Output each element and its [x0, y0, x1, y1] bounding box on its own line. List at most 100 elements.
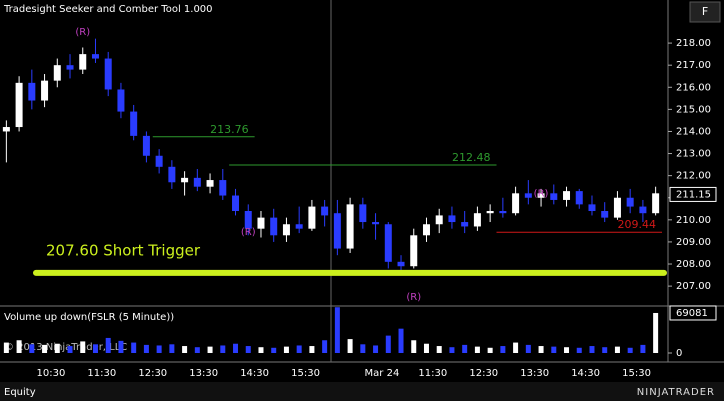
x-tick-label: 13:30	[520, 368, 549, 379]
candle-body	[142, 135, 150, 156]
volume-bar	[131, 342, 137, 353]
x-tick-label: Mar 24	[365, 368, 400, 379]
volume-bar	[602, 347, 608, 353]
candle-body	[66, 65, 74, 70]
x-tick-label: 15:30	[291, 368, 320, 379]
volume-bar	[54, 343, 60, 353]
x-tick-label: 14:30	[240, 368, 269, 379]
candle-body	[486, 210, 494, 214]
candle-body	[41, 80, 49, 101]
candle-body	[435, 215, 443, 225]
candle-body	[613, 197, 621, 218]
volume-bar	[207, 346, 213, 353]
volume-bar	[3, 342, 9, 353]
candle-body	[282, 224, 290, 236]
volume-bar	[500, 346, 506, 353]
y-tick-label: 216.00	[676, 82, 711, 93]
last-volume-label: 69081	[676, 308, 708, 319]
marker: (R)	[75, 27, 90, 38]
marker: (R)	[534, 188, 549, 199]
volume-bar	[398, 328, 404, 353]
last-price-label: 211.15	[676, 189, 711, 200]
last-volume-box	[669, 305, 717, 321]
volume-bar	[538, 346, 544, 353]
button[interactable]	[689, 1, 721, 23]
level-label: 212.48	[452, 151, 491, 164]
volume-bar	[411, 340, 417, 353]
candle-body	[550, 193, 558, 200]
candle-body	[155, 155, 163, 167]
candle-body	[588, 204, 596, 211]
candle-body	[130, 111, 138, 136]
candle-body	[384, 224, 392, 262]
candle-body	[524, 193, 532, 198]
candle-body	[359, 204, 367, 223]
x-tick-label: 15:30	[622, 368, 651, 379]
volume-bar	[614, 346, 620, 353]
candle-body	[15, 82, 23, 128]
x-tick-label: 12:30	[469, 368, 498, 379]
candle-body	[181, 177, 189, 183]
marker: (R)	[241, 227, 256, 238]
volume-bar	[169, 344, 175, 353]
candle-body	[257, 217, 265, 229]
candle-body	[652, 193, 660, 214]
volume-bar	[525, 344, 531, 353]
y-tick-label: 212.00	[676, 171, 711, 182]
volume-bar	[283, 346, 289, 353]
tab[interactable]: Equity	[4, 387, 36, 398]
candle-body	[104, 58, 112, 90]
volume-bar	[271, 347, 277, 353]
candle-body	[448, 215, 456, 223]
volume-bar	[296, 345, 302, 353]
candle-body	[639, 206, 647, 214]
candle-body	[499, 210, 507, 214]
candle-body	[232, 195, 240, 211]
volume-bar	[589, 346, 595, 353]
candle-body	[2, 127, 10, 132]
candle-body	[346, 204, 354, 249]
y-tick-label: 208.00	[676, 259, 711, 270]
volume-bar	[105, 337, 111, 353]
level-label: 213.76	[210, 123, 249, 136]
footer-bar	[0, 382, 724, 401]
candle-body	[206, 180, 214, 187]
x-tick-label: 13:30	[189, 368, 218, 379]
candle-body	[219, 180, 227, 196]
candle-body	[28, 82, 36, 101]
last-price-box	[669, 186, 717, 202]
candle-body	[333, 213, 341, 249]
volume-bar	[67, 346, 73, 353]
volume-bar	[653, 312, 659, 353]
volume-tick-label: 0	[676, 348, 682, 359]
volume-bar	[513, 342, 519, 353]
volume-bar	[360, 344, 366, 353]
volume-bar	[182, 346, 188, 353]
volume-bar	[423, 343, 429, 353]
y-tick-label: 210.00	[676, 215, 711, 226]
level-label: 209.44	[618, 218, 657, 231]
volume-bar	[551, 346, 557, 353]
candle-body	[410, 235, 418, 267]
button-label[interactable]: F	[702, 5, 708, 18]
candle-body	[91, 54, 99, 59]
candle-body	[295, 224, 303, 229]
volume-bar	[385, 335, 391, 353]
y-tick-label: 213.00	[676, 149, 711, 160]
x-tick-label: 14:30	[571, 368, 600, 379]
candle-body	[575, 191, 583, 205]
volume-bar	[156, 345, 162, 353]
candle-body	[270, 217, 278, 236]
volume-bar	[449, 347, 455, 353]
volume-bar	[16, 340, 22, 353]
volume-bar	[42, 344, 48, 353]
y-tick-label: 217.00	[676, 60, 711, 71]
x-tick-label: 12:30	[138, 368, 167, 379]
copyright: © 2013 NinjaTrader, LLC	[4, 342, 127, 353]
candle-body	[397, 261, 405, 267]
candle-body	[473, 213, 481, 227]
volume-bar	[640, 344, 646, 353]
candle-body	[117, 89, 125, 112]
volume-bar	[258, 347, 264, 353]
